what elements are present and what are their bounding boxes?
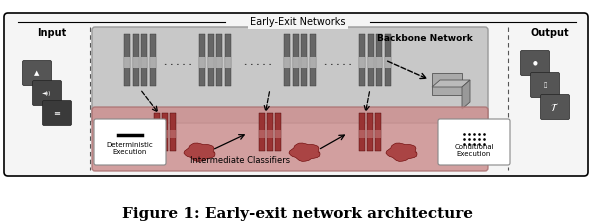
Bar <box>368 57 374 68</box>
Bar <box>367 113 373 151</box>
Bar <box>162 113 168 151</box>
FancyBboxPatch shape <box>94 119 166 165</box>
Bar <box>376 57 382 68</box>
Text: Conditional
Execution: Conditional Execution <box>454 144 494 157</box>
Text: Backbone Network: Backbone Network <box>377 34 473 43</box>
Bar <box>225 34 231 86</box>
Bar <box>359 113 365 151</box>
Text: Deterministic
Execution: Deterministic Execution <box>107 142 153 155</box>
Text: ◄)): ◄)) <box>42 90 52 95</box>
Bar <box>208 57 214 68</box>
Bar <box>375 130 381 138</box>
FancyBboxPatch shape <box>530 73 560 97</box>
Bar <box>124 57 131 68</box>
Polygon shape <box>462 80 470 109</box>
Bar <box>170 130 176 138</box>
Bar <box>301 57 308 68</box>
Bar <box>385 34 391 86</box>
Bar <box>259 113 265 151</box>
Bar <box>293 34 299 86</box>
Bar <box>141 34 147 86</box>
Bar <box>359 34 365 86</box>
Text: $\mathcal{T}$: $\mathcal{T}$ <box>551 101 560 113</box>
Bar <box>124 34 131 86</box>
Bar <box>284 57 290 68</box>
Bar <box>170 113 176 151</box>
FancyBboxPatch shape <box>520 50 550 75</box>
Bar <box>432 73 462 95</box>
Bar <box>367 130 373 138</box>
Bar <box>385 57 391 68</box>
Text: . . . . .: . . . . . <box>164 58 192 67</box>
Bar <box>154 130 160 138</box>
Bar <box>199 34 205 86</box>
Bar <box>259 130 265 138</box>
Bar <box>267 130 273 138</box>
Bar <box>199 57 205 68</box>
Text: ≡: ≡ <box>54 108 61 118</box>
Bar <box>225 57 231 68</box>
FancyBboxPatch shape <box>4 13 588 176</box>
Bar <box>375 113 381 151</box>
Bar <box>368 34 374 86</box>
Bar <box>216 57 222 68</box>
Text: . . . . .: . . . . . <box>324 58 352 67</box>
Bar <box>359 57 365 68</box>
Polygon shape <box>289 143 320 162</box>
Bar <box>150 57 156 68</box>
Bar <box>359 130 365 138</box>
Bar <box>310 34 316 86</box>
Bar <box>275 130 281 138</box>
Bar <box>267 113 273 151</box>
Text: . . . . .: . . . . . <box>244 58 272 67</box>
FancyBboxPatch shape <box>92 27 488 123</box>
FancyBboxPatch shape <box>23 60 51 86</box>
Polygon shape <box>432 80 470 87</box>
Text: Output: Output <box>530 28 569 38</box>
Bar <box>133 34 139 86</box>
FancyBboxPatch shape <box>438 119 510 165</box>
Text: Figure 1: Early-exit network architecture: Figure 1: Early-exit network architectur… <box>123 207 473 221</box>
FancyBboxPatch shape <box>33 80 61 106</box>
Bar <box>284 34 290 86</box>
Bar <box>133 57 139 68</box>
Polygon shape <box>386 143 417 162</box>
Text: Intermediate Classifiers: Intermediate Classifiers <box>190 156 290 165</box>
Bar <box>310 57 316 68</box>
Text: Input: Input <box>38 28 67 38</box>
Bar <box>162 130 168 138</box>
Bar <box>301 34 308 86</box>
FancyBboxPatch shape <box>92 107 488 171</box>
Text: Early-Exit Networks: Early-Exit Networks <box>250 17 346 27</box>
Text: ●: ● <box>533 60 538 65</box>
FancyBboxPatch shape <box>42 101 72 125</box>
Bar <box>275 113 281 151</box>
Bar <box>150 34 156 86</box>
Polygon shape <box>184 143 215 162</box>
FancyBboxPatch shape <box>541 95 570 119</box>
Text: ▲: ▲ <box>35 70 40 76</box>
Bar <box>376 34 382 86</box>
Bar <box>154 113 160 151</box>
Bar <box>208 34 214 86</box>
Bar <box>216 34 222 86</box>
Text: 👤: 👤 <box>544 82 547 88</box>
Bar <box>293 57 299 68</box>
Bar <box>141 57 147 68</box>
